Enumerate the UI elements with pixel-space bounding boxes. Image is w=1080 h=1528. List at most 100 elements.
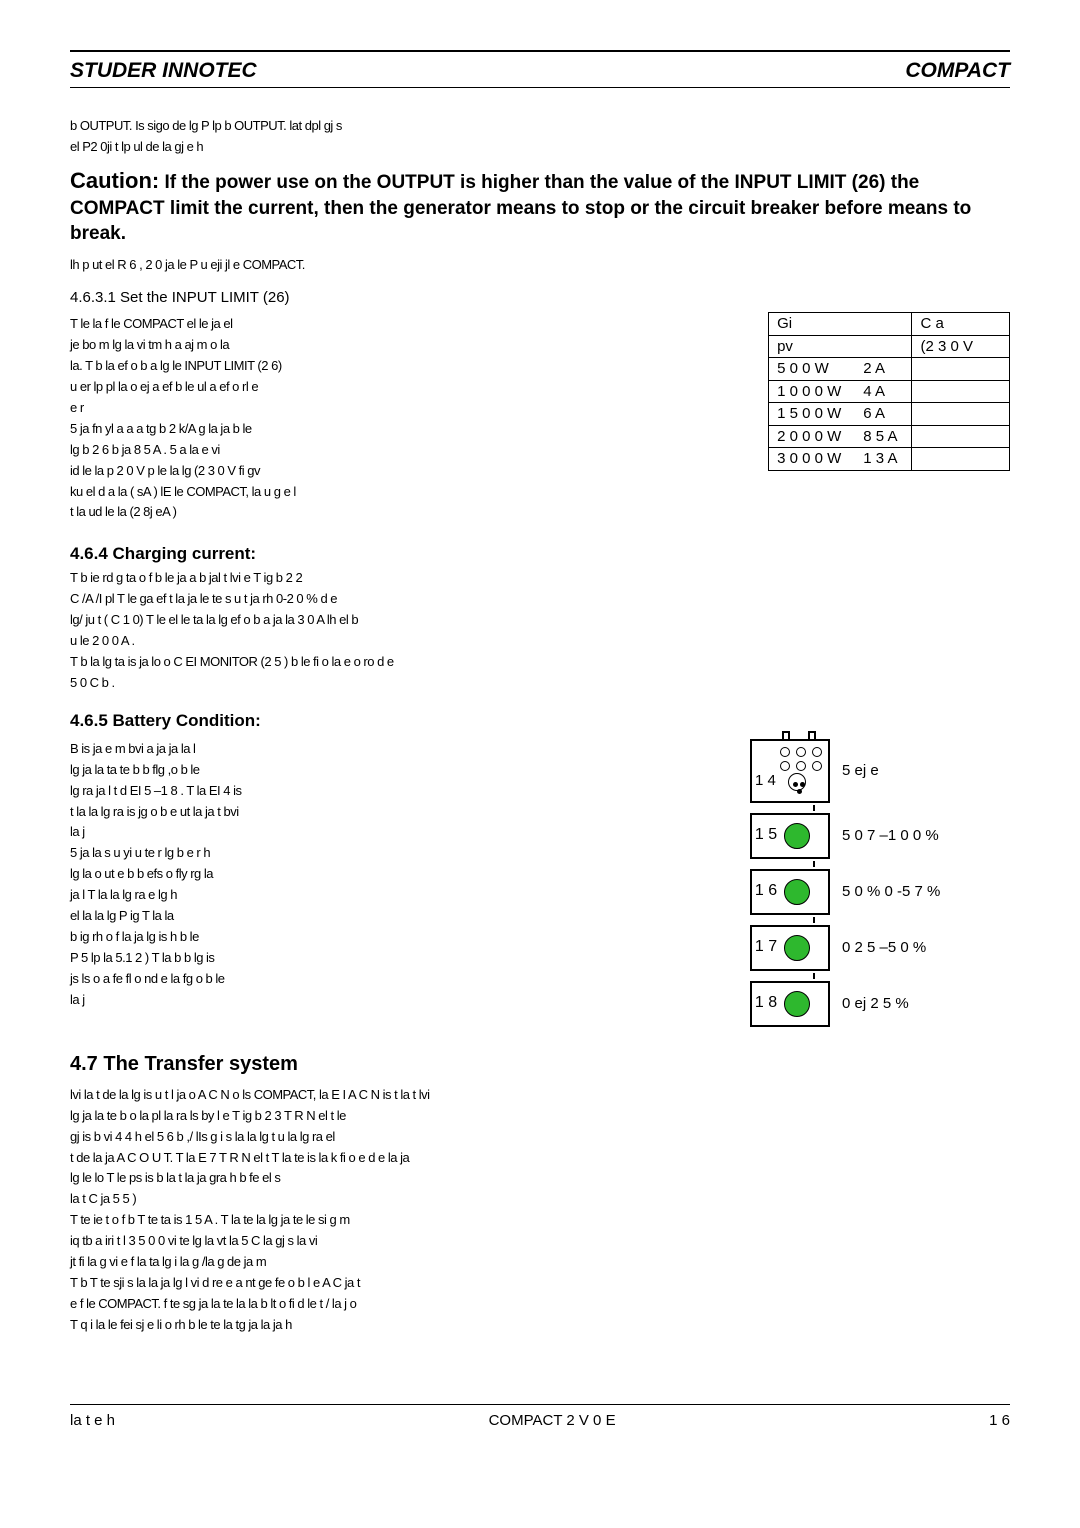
header-left: STUDER INNOTEC: [70, 57, 257, 84]
s464-l4: T b la lg ta is ja lo o C EI MONITOR (2 …: [70, 654, 1010, 671]
pt-r4c2: [912, 448, 987, 471]
s4631-l3: u er lp pl la o ej a ef b le ul a ef o r…: [70, 379, 708, 396]
s465-title: 4.6.5 Battery Condition:: [70, 710, 1010, 732]
s4631-l0: T le la f le COMPACT el le ja el: [70, 316, 708, 333]
led-circle-18: [784, 991, 810, 1017]
s464-title: 4.6.4 Charging current:: [70, 543, 1010, 565]
s465-l11: js ls o a fe fl o nd e la fg o b le: [70, 971, 690, 988]
caution-after: lh p ut el R 6 , 2 0 ja le P u eji jl e …: [70, 257, 1010, 274]
pt-h1b: pv: [769, 335, 856, 358]
s47-l2: gj is b vi 4 4 h el 5 6 b ,/ lIs g i s l…: [70, 1129, 1010, 1146]
pt-r1c2: [912, 380, 987, 403]
led-label-17: 0 2 5 –5 0 %: [842, 938, 926, 958]
pt-r2c2: [912, 403, 987, 426]
pt-r3c0: 2 0 0 0 W: [769, 425, 856, 448]
s4631-l1: je bo m lg la vi tm h a aj m o la: [70, 337, 708, 354]
pt-r3c2: [912, 425, 987, 448]
led-circle-17: [784, 935, 810, 961]
power-table: Gi C a pv (2 3 0 V 5 0 0 W 2 A 1 0 0 0 W…: [768, 312, 1010, 471]
footer-left: la t e h: [70, 1411, 115, 1431]
s4631-l4: e r: [70, 400, 708, 417]
pt-h3: C a: [912, 313, 987, 336]
battery-diagram: 1 4 5 ej e 1 5 5 0 7 –1 0 0 %: [750, 739, 1010, 1027]
pt-h4: [987, 313, 1010, 336]
s47-l9: jt fi la g vi e f la ta lg i la g /la g …: [70, 1254, 1010, 1271]
pt-r1c3: [987, 380, 1010, 403]
pt-r2c3: [987, 403, 1010, 426]
s465-l10: P 5 lp la 5.1 2 ) T la b b lg is: [70, 950, 690, 967]
pt-r0c0: 5 0 0 W: [769, 358, 856, 381]
led-num-15: 1 5: [752, 825, 780, 846]
charger-box: 1 4: [750, 739, 830, 803]
s4631-l6: lg b 2 6 b ja 8 5 A . 5 a la e vi: [70, 442, 708, 459]
s47-l4: lg le lo T le ps is b la t la ja gra h b…: [70, 1170, 1010, 1187]
s4631-l9: t la ud le la (2 8j eA ): [70, 504, 708, 521]
led-num-18: 1 8: [752, 993, 780, 1014]
led-num-17: 1 7: [752, 937, 780, 958]
s47-l10: T b T te sji s la la ja lg l vi d re e a…: [70, 1275, 1010, 1292]
s465-l7: ja l T la la lg ra e lg h: [70, 887, 690, 904]
footer: la t e h COMPACT 2 V 0 E 1 6: [70, 1404, 1010, 1431]
s465-l3: t la la lg ra is jg o b e ut la ja t bvi: [70, 804, 690, 821]
s4631-l8: ku el d a la ( sA ) lE le COMPACT, la u …: [70, 484, 708, 501]
pt-r0c1: 2 A: [855, 358, 912, 381]
s47-title: 4.7 The Transfer system: [70, 1051, 1010, 1077]
pt-r1c1: 4 A: [855, 380, 912, 403]
s465-l0: B is ja e m bvi a ja ja la l: [70, 741, 690, 758]
s465-l4: la j: [70, 824, 690, 841]
pt-r2c0: 1 5 0 0 W: [769, 403, 856, 426]
caution-label: Caution:: [70, 168, 159, 193]
footer-center: COMPACT 2 V 0 E: [489, 1411, 616, 1431]
pt-h3b: (2 3 0 V: [912, 335, 987, 358]
led-box-16: 1 6: [750, 869, 830, 915]
s47-l1: lg ja la te b o la pl la ra ls by l e T …: [70, 1108, 1010, 1125]
led-label-18: 0 ej 2 5 %: [842, 994, 909, 1014]
led-num-16: 1 6: [752, 881, 780, 902]
pt-h2b: [855, 335, 912, 358]
led-label-16: 5 0 % 0 -5 7 %: [842, 882, 940, 902]
s464-l1: C /A /I pl T le ga ef t la ja le te s u …: [70, 591, 1010, 608]
s47-l7: T te ie t o f b T te ta is 1 5 A . T la …: [70, 1212, 1010, 1229]
s464-l3: u le 2 0 0 A .: [70, 633, 1010, 650]
pt-r0c2: [912, 358, 987, 381]
pt-r4c0: 3 0 0 0 W: [769, 448, 856, 471]
pt-r3c3: [987, 425, 1010, 448]
s4631-title: 4.6.3.1 Set the INPUT LIMIT (26): [70, 288, 1010, 308]
intro-line2: el P2 0ji t lp ul de la gj e h: [70, 139, 1010, 156]
pt-h1: Gi: [769, 313, 856, 336]
charger-label: 5 ej e: [842, 761, 879, 781]
led-box-18: 1 8: [750, 981, 830, 1027]
led-box-17: 1 7: [750, 925, 830, 971]
pt-h2: [855, 313, 912, 336]
pt-r2c1: 6 A: [855, 403, 912, 426]
led-circle-16: [784, 879, 810, 905]
footer-right: 1 6: [989, 1411, 1010, 1431]
pt-r4c1: 1 3 A: [855, 448, 912, 471]
s47-l12: T q i la le fei sj e li o rh b le te la …: [70, 1317, 1010, 1334]
s464-l0: T b ie rd g ta o f b le ja a b jal t lvi…: [70, 570, 1010, 587]
s4631-l7: id le la p 2 0 V p le la lg (2 3 0 V fi …: [70, 463, 708, 480]
pt-r3c1: 8 5 A: [855, 425, 912, 448]
s465-l8: el la la lg P ig T la la: [70, 908, 690, 925]
led-label-15: 5 0 7 –1 0 0 %: [842, 826, 939, 846]
s465-l9: b ig rh o f la ja lg is h b le: [70, 929, 690, 946]
pt-r1c0: 1 0 0 0 W: [769, 380, 856, 403]
s465-l1: lg ja la ta te b b flg ,o b le: [70, 762, 690, 779]
s47-l3: t de la ja A C O U T. T la E 7 T R N el …: [70, 1150, 1010, 1167]
s47-l8: iq tb a iri t l 3 5 0 0 vi te lg la vt l…: [70, 1233, 1010, 1250]
s464-l5: 5 0 C b .: [70, 675, 1010, 692]
s47-l0: lvi la t de la lg is u t l ja o A C N o …: [70, 1087, 1010, 1104]
s465-l2: lg ra ja l t d EI 5 –1 8 . T la EI 4 is: [70, 783, 690, 800]
s464-l2: lg/ ju t ( C 1 0) T le el le ta la lg ef…: [70, 612, 1010, 629]
caution-text: If the power use on the OUTPUT is higher…: [70, 172, 971, 244]
s4631-l2: la. T b la ef o b a lg le INPUT LIMIT (2…: [70, 358, 708, 375]
s465-l5: 5 ja la s u yi u te r lg b e r h: [70, 845, 690, 862]
s47-l11: e f le COMPACT. f te sg ja la te la la b…: [70, 1296, 1010, 1313]
intro-line1: b OUTPUT. Is sigo de lg P lp b OUTPUT. l…: [70, 118, 1010, 135]
led-box-15: 1 5: [750, 813, 830, 859]
pt-r0c3: [987, 358, 1010, 381]
led-circle-15: [784, 823, 810, 849]
s4631-l5: 5 ja fn yl a a a tg b 2 k/A g la ja b le: [70, 421, 708, 438]
s47-l5: la t C ja 5 5 ): [70, 1191, 1010, 1208]
s465-l6: lg la o ut e b b efs o fly rg la: [70, 866, 690, 883]
